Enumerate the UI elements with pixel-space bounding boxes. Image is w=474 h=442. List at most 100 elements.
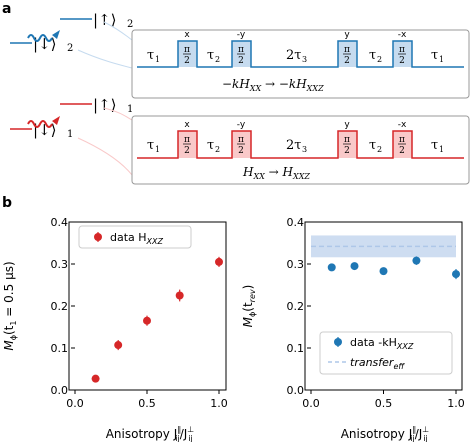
svg-text:2: 2 xyxy=(67,43,73,54)
chart-left: 0.0 0.1 0.2 0.3 0.4 0.0 0.5 1.0 Mϕ(t1 = 0.5 μs… xyxy=(2,216,228,442)
legend-marker xyxy=(334,338,342,346)
data-point xyxy=(452,270,460,279)
ket-up-2: |↑⟩ xyxy=(93,11,116,29)
ket-up-1: |↑⟩ xyxy=(93,96,116,114)
legend-marker xyxy=(94,233,102,241)
tau-label: 2τ xyxy=(286,48,301,63)
tau-label: τ xyxy=(369,48,376,63)
phase-label: -x xyxy=(398,120,407,130)
chart-right: 0.0 0.1 0.2 0.3 0.4 0.0 0.5 1.0 Mϕ(trev) Aniso… xyxy=(241,216,465,442)
svg-text:1: 1 xyxy=(155,55,160,64)
phase-label: -x xyxy=(398,30,407,40)
svg-text:π: π xyxy=(399,135,405,145)
svg-text:2: 2 xyxy=(344,146,350,156)
y-tick-label: 0.0 xyxy=(51,384,69,397)
svg-text:2: 2 xyxy=(399,146,405,156)
data-point xyxy=(350,262,359,271)
data-point xyxy=(215,257,223,266)
wavy-arrow-icon xyxy=(27,120,53,128)
y-tick-label: 0.4 xyxy=(51,216,69,229)
x-tick-label: 0.5 xyxy=(138,397,156,410)
svg-text:π: π xyxy=(184,135,190,145)
x-tick-label: 0.0 xyxy=(66,397,84,410)
left-legend: data HXXZ xyxy=(78,225,192,249)
svg-text:1: 1 xyxy=(439,55,444,64)
tau-label: 2τ xyxy=(286,138,301,153)
tau-label: τ xyxy=(369,138,376,153)
phase-label: y xyxy=(344,120,350,130)
left-xlabel: Anisotropy J∥ ij/J⊥ ij xyxy=(106,425,195,442)
data-point xyxy=(143,316,151,325)
svg-text:1: 1 xyxy=(155,145,160,154)
phase-label: -y xyxy=(237,30,246,40)
svg-text:π: π xyxy=(238,45,244,55)
y-tick-label: 0.3 xyxy=(51,258,69,271)
right-legend-label-transfer: transfereff xyxy=(350,356,405,371)
pulse-sequence-top xyxy=(137,40,464,68)
data-point xyxy=(327,263,336,272)
x-tick-label: 1.0 xyxy=(210,397,228,410)
right-xlabel: Anisotropy J∥ ij/J⊥ ij xyxy=(341,425,430,442)
svg-text:2: 2 xyxy=(215,55,220,64)
y-tick-label: 0.3 xyxy=(287,258,305,271)
svg-text:1: 1 xyxy=(439,145,444,154)
right-legend: data -kHXXZ transfereff xyxy=(319,331,453,375)
phase-label: x xyxy=(184,120,190,130)
data-point xyxy=(91,374,100,383)
svg-text:2: 2 xyxy=(127,19,133,30)
panel-a-label: a xyxy=(2,1,11,17)
y-tick-label: 0.0 xyxy=(287,384,305,397)
y-tick-label: 0.2 xyxy=(51,300,69,313)
svg-text:2: 2 xyxy=(215,145,220,154)
phase-label: y xyxy=(344,30,350,40)
svg-text:1: 1 xyxy=(127,104,133,115)
svg-text:2: 2 xyxy=(344,56,350,66)
y-tick-label: 0.4 xyxy=(287,216,305,229)
svg-text:π: π xyxy=(238,135,244,145)
svg-text:2: 2 xyxy=(238,146,244,156)
data-point xyxy=(114,341,123,350)
right-legend-label-data: data -kHXXZ xyxy=(350,336,414,351)
pulse-sequence-bottom xyxy=(137,130,464,159)
panel-b-label: b xyxy=(2,195,12,211)
y-tick-label: 0.1 xyxy=(287,342,305,355)
x-tick-label: 0.5 xyxy=(375,397,393,410)
phase-label: -y xyxy=(237,120,246,130)
tau-label: τ xyxy=(147,48,154,63)
y-tick-label: 0.1 xyxy=(51,342,69,355)
phase-label: x xyxy=(184,30,190,40)
svg-text:2: 2 xyxy=(377,55,382,64)
svg-text:3: 3 xyxy=(302,145,307,154)
right-ylabel: Mϕ(trev) xyxy=(241,285,257,328)
sequence-caption-top: −kHXX → −kHXXZ xyxy=(222,77,324,93)
left-legend-label: data HXXZ xyxy=(110,231,164,246)
tau-label: τ xyxy=(431,138,438,153)
svg-text:2: 2 xyxy=(399,56,405,66)
data-point xyxy=(412,256,421,265)
svg-text:3: 3 xyxy=(302,55,307,64)
sequence-caption-bottom: HXX → HXXZ xyxy=(242,165,310,181)
qubit-1-levels: |↑⟩ 1 |↓⟩ 1 xyxy=(10,96,133,176)
tau-label: τ xyxy=(431,48,438,63)
left-ylabel: Mϕ(t1 = 0.5 μs) xyxy=(2,261,18,350)
svg-text:2: 2 xyxy=(184,56,190,66)
svg-text:1: 1 xyxy=(67,129,73,140)
svg-text:π: π xyxy=(399,45,405,55)
data-point xyxy=(379,267,388,276)
svg-text:π: π xyxy=(184,45,190,55)
svg-text:2: 2 xyxy=(238,56,244,66)
tau-label: τ xyxy=(207,48,214,63)
tau-label: τ xyxy=(147,138,154,153)
svg-text:2: 2 xyxy=(184,146,190,156)
x-tick-label: 1.0 xyxy=(447,397,465,410)
svg-text:π: π xyxy=(344,135,350,145)
svg-text:2: 2 xyxy=(377,145,382,154)
tau-label: τ xyxy=(207,138,214,153)
qubit-2-levels: |↑⟩ 2 |↓⟩ 2 xyxy=(10,11,133,69)
wavy-arrow-icon xyxy=(27,34,53,42)
x-tick-label: 0.0 xyxy=(302,397,320,410)
data-point xyxy=(175,291,184,300)
